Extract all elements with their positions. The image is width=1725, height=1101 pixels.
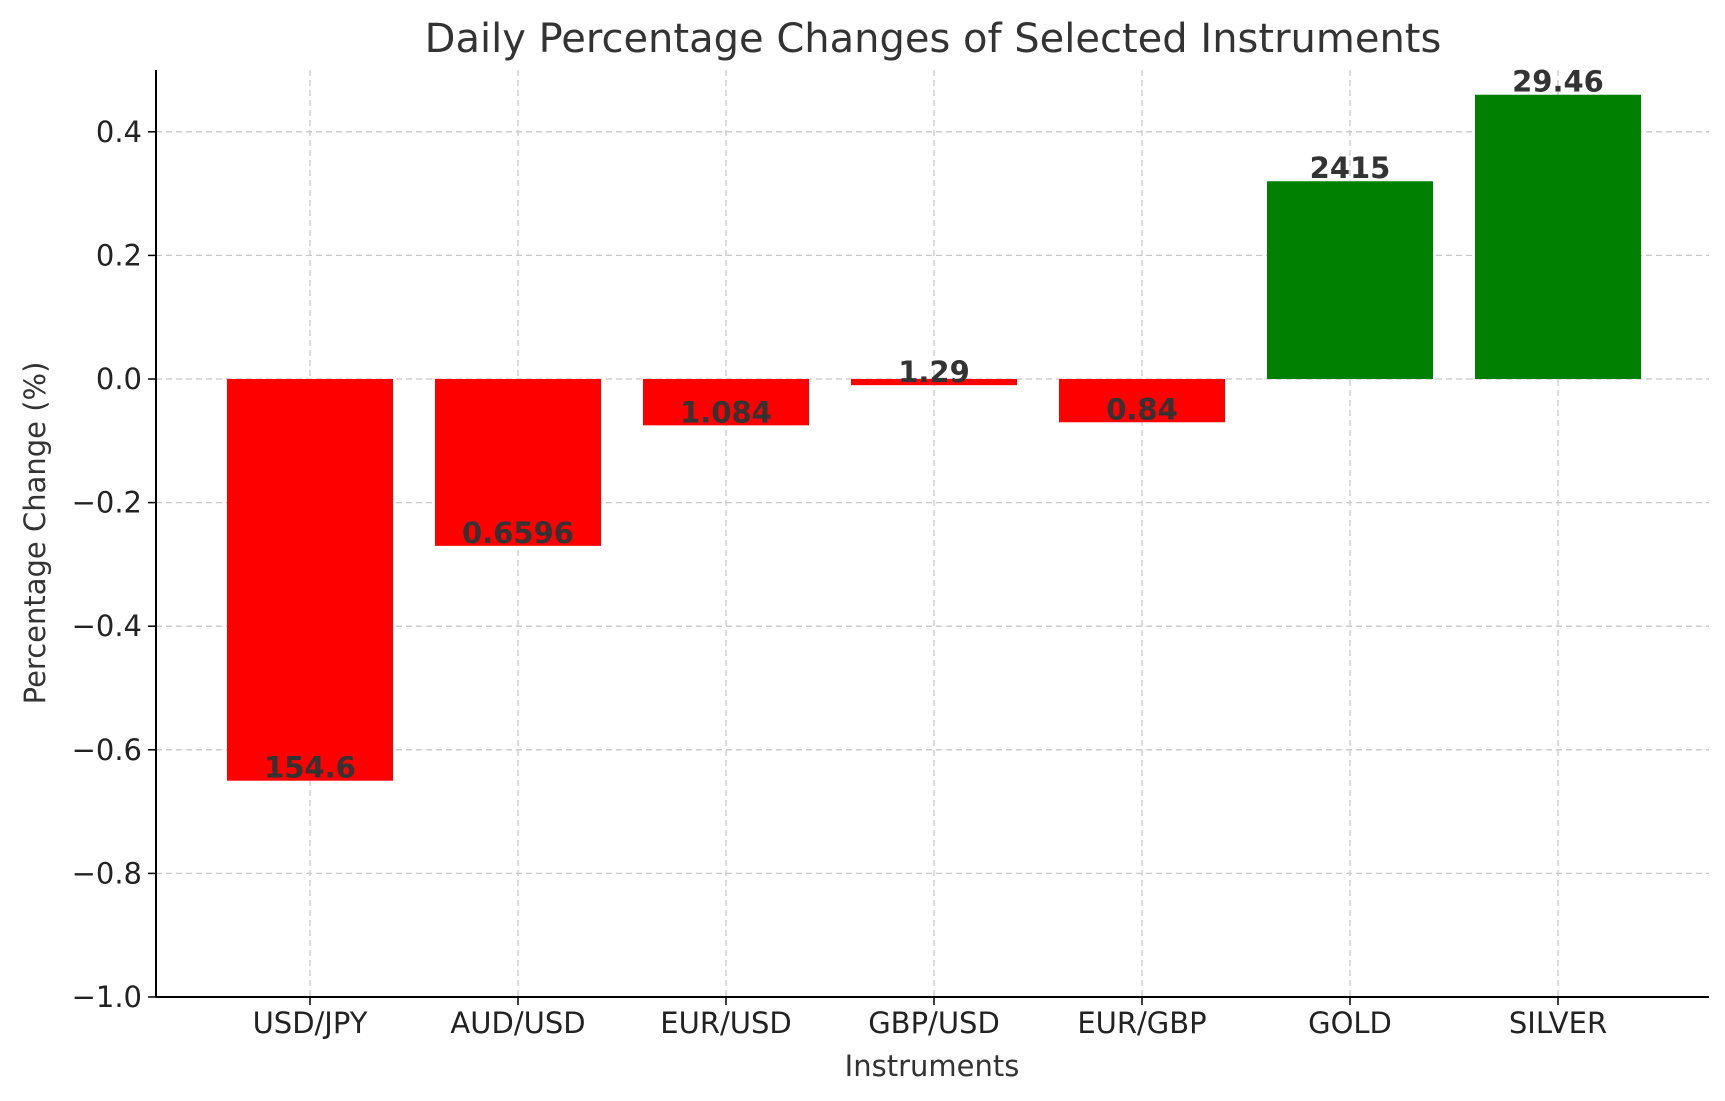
bar <box>643 379 809 426</box>
bar <box>435 379 601 546</box>
y-tick-label: 0.4 <box>96 115 142 149</box>
x-tick-label: SILVER <box>1509 1006 1607 1040</box>
x-tick-label: EUR/USD <box>660 1006 791 1040</box>
grid <box>156 70 1709 998</box>
y-tick-label: 0.0 <box>96 362 142 396</box>
bars <box>227 94 1641 781</box>
y-axis-label: Percentage Change (%) <box>18 362 52 705</box>
bar-data-label: 0.84 <box>1106 392 1178 426</box>
ticks: −1.0 −0.8 −0.6 −0.4 −0.2 0.0 0.2 0.4 USD/JPY AUD/… <box>72 115 1608 1040</box>
x-axis-label: Instruments <box>845 1049 1020 1083</box>
bar <box>851 379 1017 386</box>
x-tick-label: USD/JPY <box>253 1006 368 1040</box>
y-tick-label: 0.2 <box>96 238 142 272</box>
y-tick-label: −0.4 <box>72 609 142 643</box>
data-labels: 154.6 0.6596 1.084 1.29 0.84 2415 29.46 <box>264 65 1604 785</box>
bar <box>227 379 393 781</box>
bar <box>1475 94 1641 379</box>
x-tick-label: GBP/USD <box>868 1006 1000 1040</box>
bar <box>1267 181 1433 379</box>
bar-data-label: 1.084 <box>680 395 772 429</box>
bar-data-label: 1.29 <box>898 355 970 389</box>
bar-data-label: 154.6 <box>264 751 356 785</box>
bar-data-label: 29.46 <box>1512 65 1604 99</box>
y-tick-label: −0.6 <box>72 733 142 767</box>
bar <box>1059 379 1225 423</box>
bar-data-label: 2415 <box>1310 151 1391 185</box>
x-tick-label: AUD/USD <box>450 1006 585 1040</box>
bar-data-label: 0.6596 <box>462 516 574 550</box>
x-tick-label: GOLD <box>1308 1006 1392 1040</box>
y-tick-label: −0.8 <box>72 856 142 890</box>
chart-title: Daily Percentage Changes of Selected Ins… <box>425 16 1442 62</box>
y-tick-label: −0.2 <box>72 486 142 520</box>
axes <box>155 70 1709 998</box>
y-tick-label: −1.0 <box>72 980 142 1014</box>
x-tick-label: EUR/GBP <box>1077 1006 1206 1040</box>
